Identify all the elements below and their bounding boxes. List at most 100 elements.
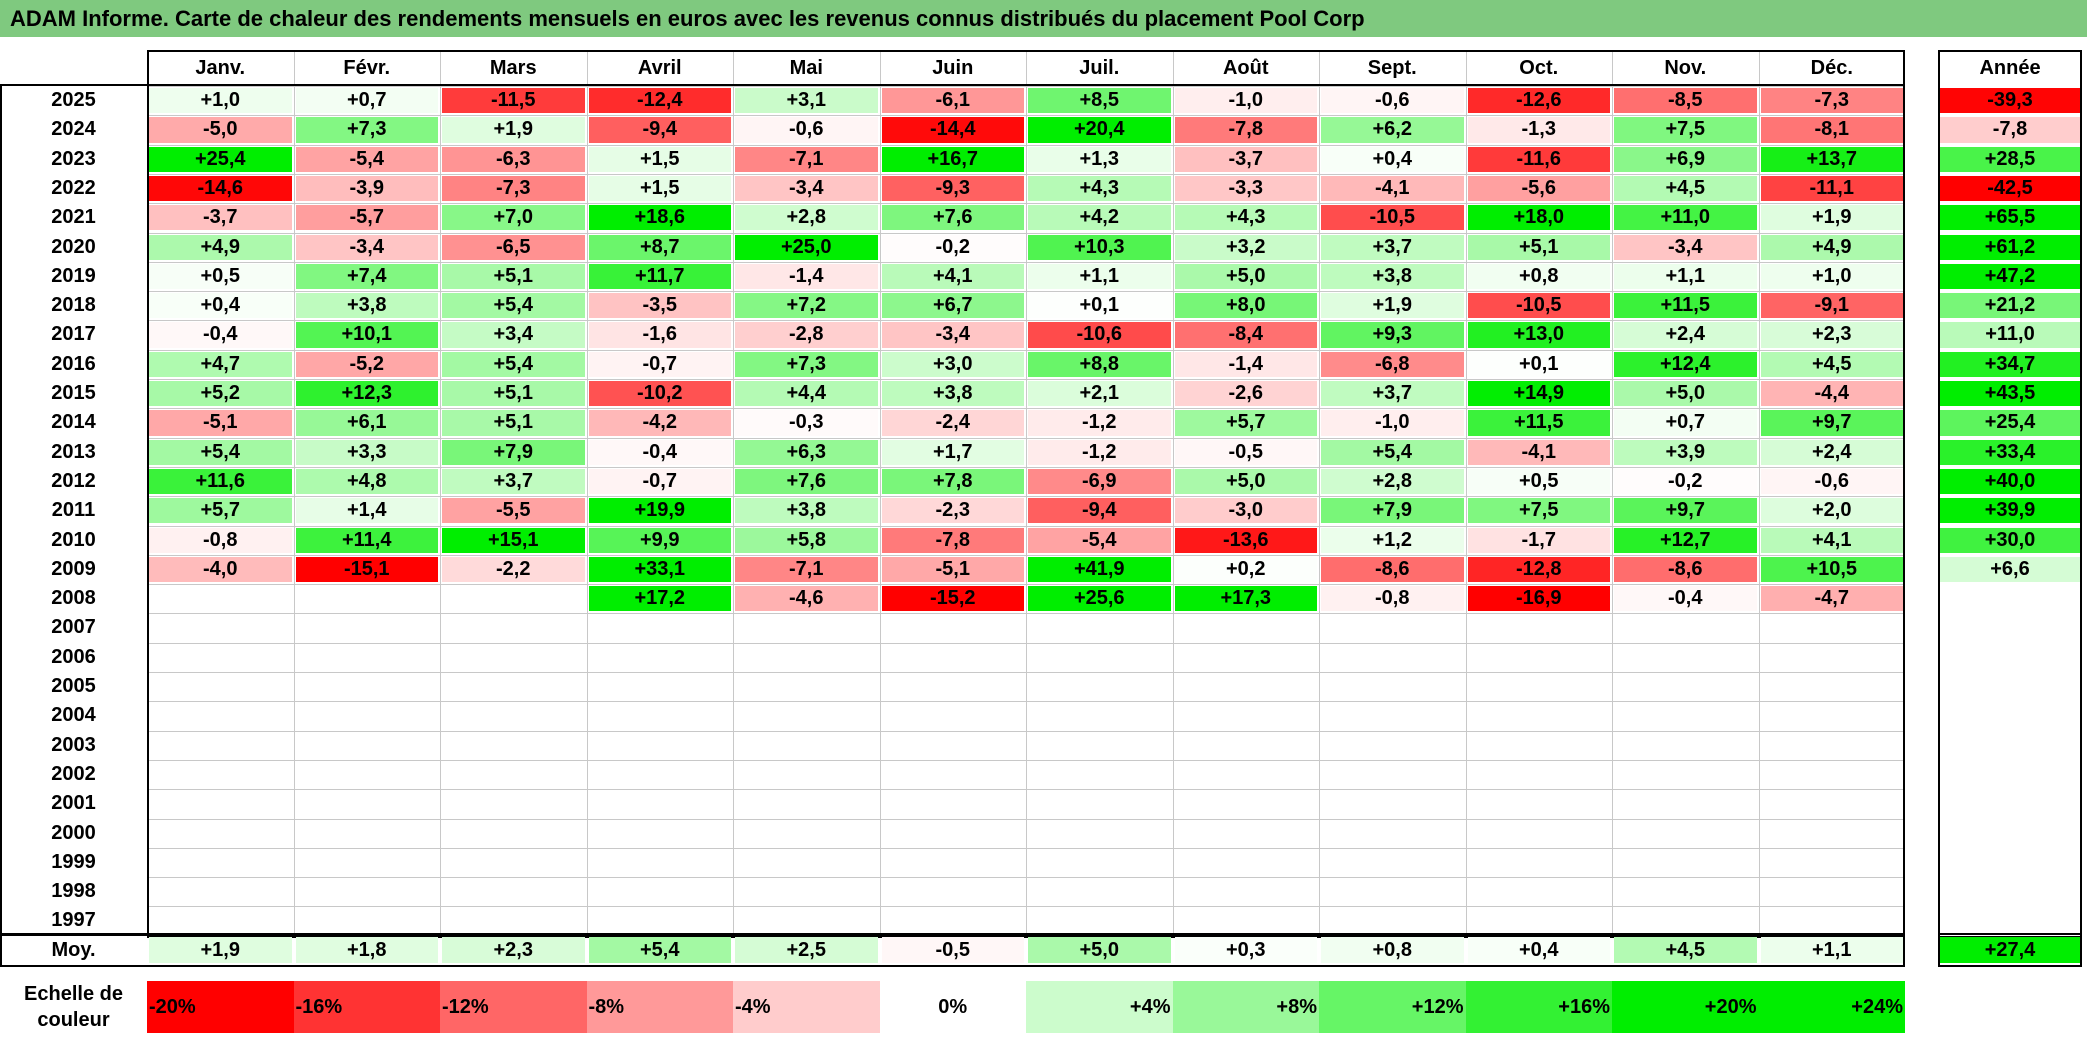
- heatmap-cell: +4,1: [1760, 527, 1903, 553]
- heatmap-cell: +3,0: [881, 351, 1024, 377]
- heatmap-cell: +3,7: [1321, 381, 1464, 407]
- year-label: 2008: [51, 587, 96, 610]
- heatmap-cell: -10,2: [588, 381, 731, 407]
- heatmap-cell: +7,4: [295, 263, 438, 290]
- year-label: 2020: [51, 235, 96, 258]
- grid-line: [1319, 52, 1320, 936]
- heatmap-cell: +1,1: [1028, 263, 1171, 290]
- column-header: Mars: [489, 57, 537, 79]
- heatmap-cell: [1614, 850, 1757, 875]
- heatmap-cell: +1,9: [1321, 293, 1464, 319]
- heatmap-cell: -0,2: [881, 234, 1024, 260]
- heatmap-cell: [442, 762, 585, 787]
- heatmap-cell: +6,3: [735, 439, 878, 465]
- heatmap-cell: -7,3: [442, 175, 585, 202]
- heatmap-cell: [589, 791, 732, 816]
- heatmap-cell: [149, 674, 292, 699]
- heatmap-cell: +11,5: [1614, 293, 1757, 319]
- heatmap-cell: [589, 645, 732, 670]
- scale-swatch: -20%: [147, 981, 294, 1033]
- heatmap-cell: [1321, 791, 1464, 816]
- heatmap-cell: -0,7: [588, 468, 731, 495]
- heatmap-cell: [1761, 850, 1904, 875]
- heatmap-cell: [149, 615, 292, 640]
- heatmap-cell: [442, 821, 585, 846]
- heatmap-cell: [1468, 791, 1611, 816]
- heatmap-cell: +8,0: [1174, 293, 1317, 319]
- heatmap-cell: +5,7: [149, 498, 292, 524]
- annual-cell: +33,4: [1940, 439, 2080, 465]
- heatmap-cell: [1468, 615, 1611, 640]
- heatmap-cell: -4,7: [1760, 586, 1903, 612]
- heatmap-cell: [149, 821, 292, 846]
- heatmap-cell: [1175, 762, 1318, 787]
- heatmap-cell: -13,6: [1174, 527, 1317, 553]
- heatmap-cell: +13,7: [1760, 146, 1903, 172]
- heatmap-cell: [442, 850, 585, 875]
- heatmap-cell: -4,2: [588, 410, 731, 436]
- annual-cell: +28,5: [1940, 146, 2080, 172]
- heatmap-cell: -2,8: [735, 322, 878, 348]
- heatmap-cell: [1028, 821, 1171, 846]
- average-cell: +0,4: [1467, 937, 1610, 963]
- year-label: 2001: [51, 792, 96, 815]
- heatmap-cell: [1175, 791, 1318, 816]
- heatmap-cell: [589, 733, 732, 758]
- heatmap-cell: [1468, 703, 1611, 728]
- heatmap-cell: -5,4: [295, 146, 438, 172]
- heatmap-cell: -12,4: [588, 88, 731, 114]
- heatmap-cell: +7,0: [442, 205, 585, 231]
- annual-cell: +40,0: [1940, 468, 2080, 495]
- year-label: 1999: [51, 850, 96, 873]
- heatmap-cell: +4,3: [1174, 205, 1317, 231]
- heatmap-cell: -4,4: [1760, 381, 1903, 407]
- heatmap-cell: [296, 586, 439, 611]
- heatmap-cell: -11,1: [1760, 175, 1903, 202]
- heatmap-cell: +25,0: [735, 234, 878, 260]
- heatmap-cell: +2,4: [1614, 322, 1757, 348]
- heatmap-cell: [442, 674, 585, 699]
- heatmap-cell: [296, 674, 439, 699]
- average-cell: +5,0: [1028, 937, 1171, 963]
- heatmap-cell: +15,1: [442, 527, 585, 553]
- heatmap-cell: +6,1: [295, 410, 438, 436]
- heatmap-cell: [1761, 703, 1904, 728]
- heatmap-cell: +4,8: [295, 468, 438, 495]
- heatmap-cell: [1761, 908, 1904, 933]
- year-label: 1997: [51, 909, 96, 932]
- heatmap-cell: [882, 879, 1025, 904]
- heatmap-cell: -1,6: [588, 322, 731, 348]
- heatmap-cell: +3,4: [442, 322, 585, 348]
- heatmap-cell: +9,9: [588, 527, 731, 553]
- heatmap-cell: [1614, 615, 1757, 640]
- heatmap-cell: -6,1: [881, 88, 1024, 114]
- annual-cell: +30,0: [1940, 527, 2080, 553]
- heatmap-cell: +7,6: [881, 205, 1024, 231]
- heatmap-cell: [1175, 850, 1318, 875]
- heatmap-cell: [149, 908, 292, 933]
- heatmap-cell: +4,9: [149, 234, 292, 260]
- heatmap-cell: -8,6: [1614, 556, 1757, 583]
- heatmap-cell: -3,7: [1174, 146, 1317, 172]
- annual-cell: +25,4: [1940, 410, 2080, 436]
- heatmap-cell: -12,6: [1467, 88, 1610, 114]
- year-label: 2023: [51, 147, 96, 170]
- heatmap-cell: [1028, 615, 1171, 640]
- annual-cell: -39,3: [1940, 88, 2080, 114]
- heatmap-cell: +0,1: [1028, 293, 1171, 319]
- heatmap-cell: +7,5: [1467, 498, 1610, 524]
- heatmap-cell: -5,7: [295, 205, 438, 231]
- heatmap-cell: [1321, 733, 1464, 758]
- heatmap-cell: +0,7: [1614, 410, 1757, 436]
- column-header: Août: [1222, 57, 1269, 79]
- heatmap-cell: [1321, 674, 1464, 699]
- heatmap-cell: [1468, 762, 1611, 787]
- heatmap-cell: [1321, 850, 1464, 875]
- heatmap-cell: [1761, 879, 1904, 904]
- year-label: 2019: [51, 264, 96, 287]
- heatmap-cell: [149, 645, 292, 670]
- heatmap-cell: -10,5: [1321, 205, 1464, 231]
- heatmap-cell: [1175, 733, 1318, 758]
- heatmap-cell: -6,9: [1028, 468, 1171, 495]
- heatmap-cell: -1,3: [1467, 117, 1610, 143]
